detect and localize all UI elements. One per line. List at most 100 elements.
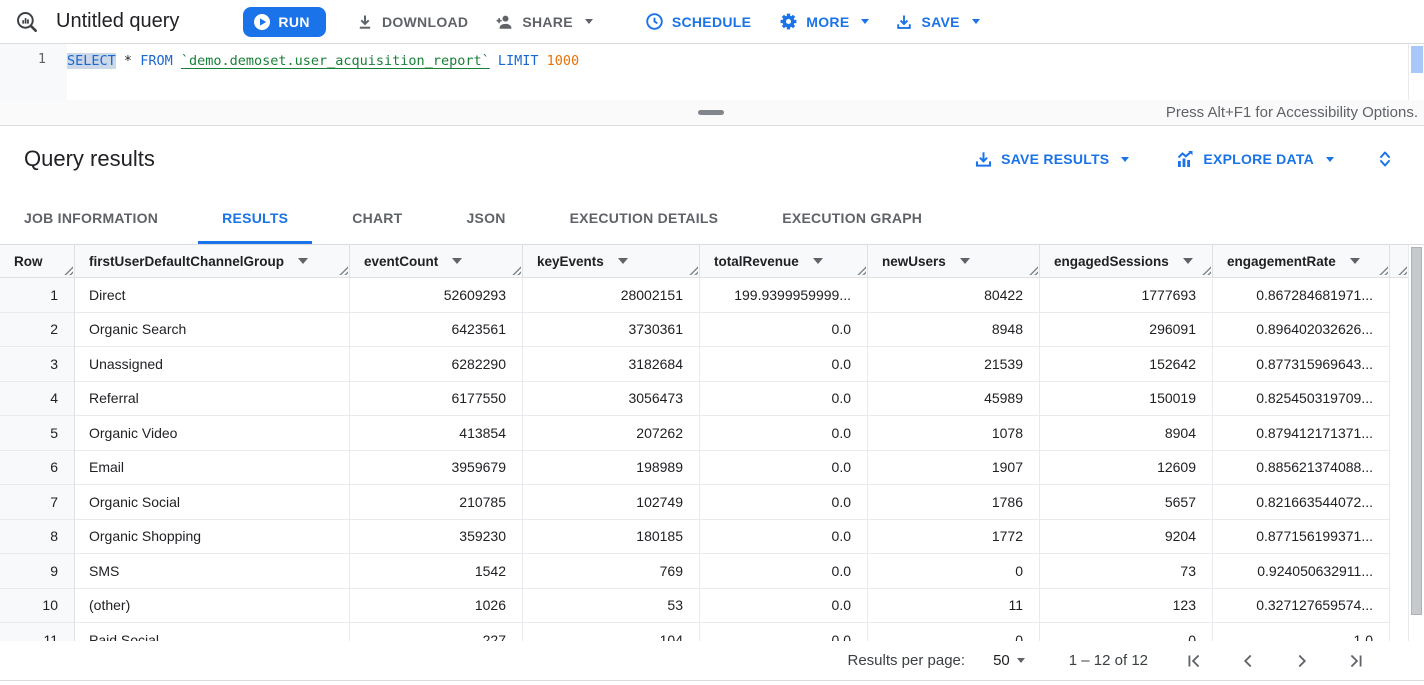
row-number: 4 (0, 381, 75, 416)
cell-totalRevenue: 0.0 (700, 554, 868, 589)
table-row-1: 1 Direct 52609293 28002151 199.9399959999...… (0, 278, 1390, 313)
chevron-down-icon (1016, 658, 1025, 663)
schedule-button[interactable]: SCHEDULE (645, 12, 751, 31)
column-dropdown-icon[interactable] (1182, 258, 1193, 264)
first-page-button[interactable] (1182, 649, 1206, 673)
tab-label: JOB INFORMATION (24, 210, 159, 226)
cell-newUsers: 21539 (868, 347, 1040, 382)
save-alt-icon (974, 150, 993, 169)
page-size-select[interactable]: 50 (993, 652, 1025, 669)
person-add-icon (494, 12, 514, 32)
column-header-label: totalRevenue (714, 253, 799, 269)
cell-newUsers: 11 (868, 588, 1040, 623)
splitter-drag-handle[interactable] (698, 110, 724, 115)
cell-keyEvents: 198989 (523, 450, 700, 485)
cell-totalRevenue: 0.0 (700, 450, 868, 485)
save-results-button[interactable]: SAVE RESULTS (974, 150, 1130, 169)
tab-label: RESULTS (222, 210, 289, 226)
column-resize-grip[interactable] (687, 264, 698, 275)
save-button[interactable]: SAVE (895, 13, 980, 31)
column-header-keyEvents[interactable]: keyEvents (523, 245, 700, 278)
cell-engagementRate: 0.825450319709... (1213, 381, 1390, 416)
tab-job-information[interactable]: JOB INFORMATION (0, 192, 182, 244)
column-header-engagedSessions[interactable]: engagedSessions (1040, 245, 1213, 278)
next-page-button[interactable] (1290, 649, 1314, 673)
column-stub (1390, 245, 1408, 278)
tab-label: EXECUTION GRAPH (782, 210, 923, 226)
download-button[interactable]: DOWNLOAD (356, 13, 468, 31)
explore-data-button[interactable]: EXPLORE DATA (1175, 149, 1334, 169)
gear-icon (779, 12, 798, 31)
column-resize-grip[interactable] (1396, 264, 1407, 275)
last-page-button[interactable] (1344, 649, 1368, 673)
insights-chart-icon (1175, 149, 1195, 169)
table-scrollbar-thumb[interactable] (1411, 247, 1422, 615)
table-row-2: 2 Organic Search 6423561 3730361 0.0 8948 2960… (0, 312, 1390, 347)
sql-code-line[interactable]: SELECT * FROM `demo.demoset.user_acquisi… (67, 44, 579, 100)
tab-label: EXECUTION DETAILS (569, 210, 719, 226)
table-row-3: 3 Unassigned 6282290 3182684 0.0 21539 152642 0… (0, 347, 1390, 382)
prev-page-button[interactable] (1236, 649, 1260, 673)
column-header-label: Row (14, 253, 43, 269)
tab-json[interactable]: JSON (442, 192, 529, 244)
row-number: 3 (0, 347, 75, 382)
row-number: 9 (0, 554, 75, 589)
editor-scrollbar-track[interactable] (1408, 44, 1424, 100)
cell-engagementRate: 0.885621374088... (1213, 450, 1390, 485)
table-scrollbar-track[interactable] (1408, 245, 1424, 641)
column-header-firstUserDefaultChannelGroup[interactable]: firstUserDefaultChannelGroup (75, 245, 350, 278)
page-size-value: 50 (993, 652, 1010, 669)
expand-results-button[interactable] (1374, 147, 1396, 171)
cell-firstUserDefaultChannelGroup: Email (75, 450, 350, 485)
cell-firstUserDefaultChannelGroup: Paid Social (75, 623, 350, 641)
column-dropdown-icon[interactable] (617, 258, 628, 264)
column-header-newUsers[interactable]: newUsers (868, 245, 1040, 278)
column-header-label: engagedSessions (1054, 253, 1169, 269)
table-row-5: 5 Organic Video 413854 207262 0.0 1078 8904 0.8… (0, 416, 1390, 451)
column-resize-grip[interactable] (855, 264, 866, 275)
chevron-down-icon (1326, 156, 1334, 162)
tab-execution-details[interactable]: EXECUTION DETAILS (546, 192, 743, 244)
column-resize-grip[interactable] (1027, 264, 1038, 275)
cell-keyEvents: 3182684 (523, 347, 700, 382)
query-toolbar: Untitled query RUN DOWNLOAD SHARE SCHEDU… (0, 0, 1424, 44)
cell-engagementRate: 0.924050632911... (1213, 554, 1390, 589)
row-number: 8 (0, 519, 75, 554)
column-dropdown-icon[interactable] (1349, 258, 1360, 264)
sql-table-reference[interactable]: `demo.demoset.user_acquisition_report` (180, 53, 490, 69)
column-resize-grip[interactable] (337, 264, 348, 275)
column-header-totalRevenue[interactable]: totalRevenue (700, 245, 868, 278)
column-header-engagementRate[interactable]: engagementRate (1213, 245, 1390, 278)
tab-results[interactable]: RESULTS (198, 192, 313, 244)
column-header-label: keyEvents (537, 253, 604, 269)
pagination-range: 1 – 12 of 12 (1068, 652, 1148, 669)
share-button[interactable]: SHARE (494, 12, 593, 32)
sql-editor[interactable]: 1 SELECT * FROM `demo.demoset.user_acqui… (0, 44, 1424, 100)
chevron-down-icon (861, 19, 870, 24)
column-header-Row[interactable]: Row (0, 245, 75, 278)
cell-firstUserDefaultChannelGroup: (other) (75, 588, 350, 623)
cell-eventCount: 1026 (350, 588, 523, 623)
sql-token: LIMIT (497, 53, 539, 69)
column-resize-grip[interactable] (1200, 264, 1211, 275)
column-dropdown-icon[interactable] (298, 258, 309, 264)
table-row-11: 11 Paid Social 227 104 0.0 0 0 1.0 (0, 623, 1390, 641)
more-button[interactable]: MORE (779, 12, 870, 31)
column-dropdown-icon[interactable] (812, 258, 823, 264)
column-dropdown-icon[interactable] (452, 258, 463, 264)
cell-engagedSessions: 9204 (1040, 519, 1213, 554)
cell-newUsers: 1907 (868, 450, 1040, 485)
column-resize-grip[interactable] (510, 264, 521, 275)
run-button[interactable]: RUN (243, 6, 326, 37)
column-dropdown-icon[interactable] (959, 258, 970, 264)
column-header-eventCount[interactable]: eventCount (350, 245, 523, 278)
tab-chart[interactable]: CHART (328, 192, 426, 244)
cell-firstUserDefaultChannelGroup: Organic Video (75, 416, 350, 451)
cell-newUsers: 8948 (868, 312, 1040, 347)
column-resize-grip[interactable] (1377, 264, 1388, 275)
tab-execution-graph[interactable]: EXECUTION GRAPH (758, 192, 946, 244)
column-resize-grip[interactable] (62, 264, 73, 275)
editor-scrollbar-thumb[interactable] (1411, 46, 1423, 73)
cell-keyEvents: 104 (523, 623, 700, 641)
